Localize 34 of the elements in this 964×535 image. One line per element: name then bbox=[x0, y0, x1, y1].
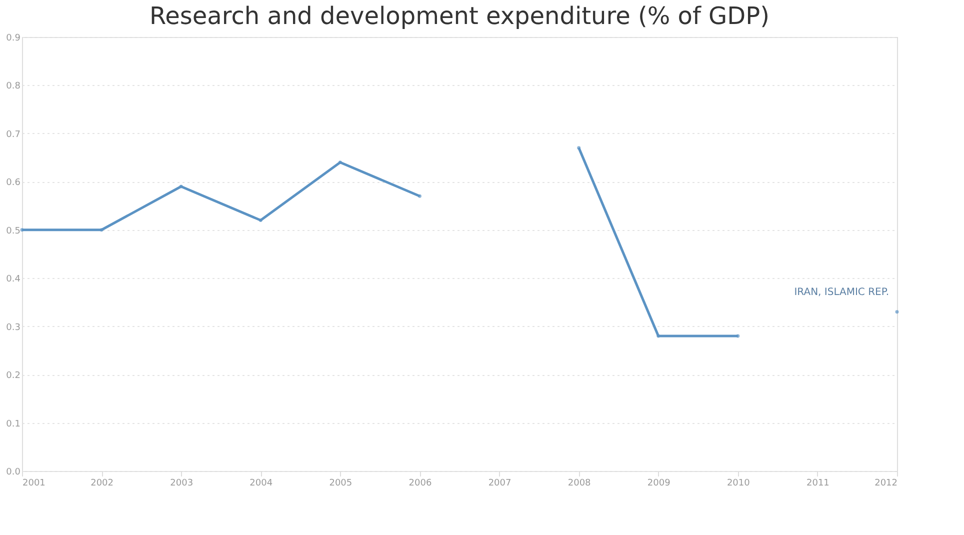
point bbox=[418, 194, 422, 198]
x-tick-label: 2005 bbox=[329, 478, 352, 488]
y-tick-label: 0.4 bbox=[6, 274, 21, 285]
x-tick-label: 2006 bbox=[408, 478, 432, 488]
point bbox=[179, 184, 183, 188]
x-tick-label: 2001 bbox=[22, 478, 46, 488]
point bbox=[258, 218, 262, 222]
x-tick-label: 2007 bbox=[488, 478, 512, 488]
y-tick-label: 0.9 bbox=[6, 34, 21, 44]
point bbox=[895, 310, 899, 314]
y-tick-label: 0.6 bbox=[6, 178, 21, 188]
y-tick-label: 0.2 bbox=[6, 371, 20, 382]
x-tick-label: 2004 bbox=[250, 478, 273, 488]
x-tick-label: 2010 bbox=[726, 478, 750, 488]
y-tick-label: 0.8 bbox=[6, 82, 21, 92]
point bbox=[338, 160, 342, 164]
point bbox=[100, 228, 104, 232]
series-label: IRAN, ISLAMIC REP. bbox=[794, 286, 889, 298]
x-tick-label: 2012 bbox=[874, 478, 898, 488]
point bbox=[736, 334, 740, 338]
y-tick-label: 0.3 bbox=[6, 322, 20, 333]
x-tick-label: 2009 bbox=[647, 478, 671, 488]
y-tick-label: 0.5 bbox=[6, 226, 20, 236]
x-tick-label: 2002 bbox=[90, 478, 114, 488]
y-tick-label: 0.0 bbox=[6, 468, 21, 478]
point bbox=[20, 228, 24, 232]
point bbox=[577, 146, 581, 150]
x-tick-label: 2008 bbox=[568, 478, 592, 488]
y-tick-label: 0.1 bbox=[6, 419, 20, 430]
x-tick-label: 2011 bbox=[806, 478, 830, 488]
point bbox=[656, 334, 660, 338]
y-tick-label: 0.7 bbox=[6, 130, 20, 140]
x-tick-label: 2003 bbox=[170, 478, 194, 488]
chart-title: Research and development expenditure (% of GDP) bbox=[150, 2, 770, 30]
